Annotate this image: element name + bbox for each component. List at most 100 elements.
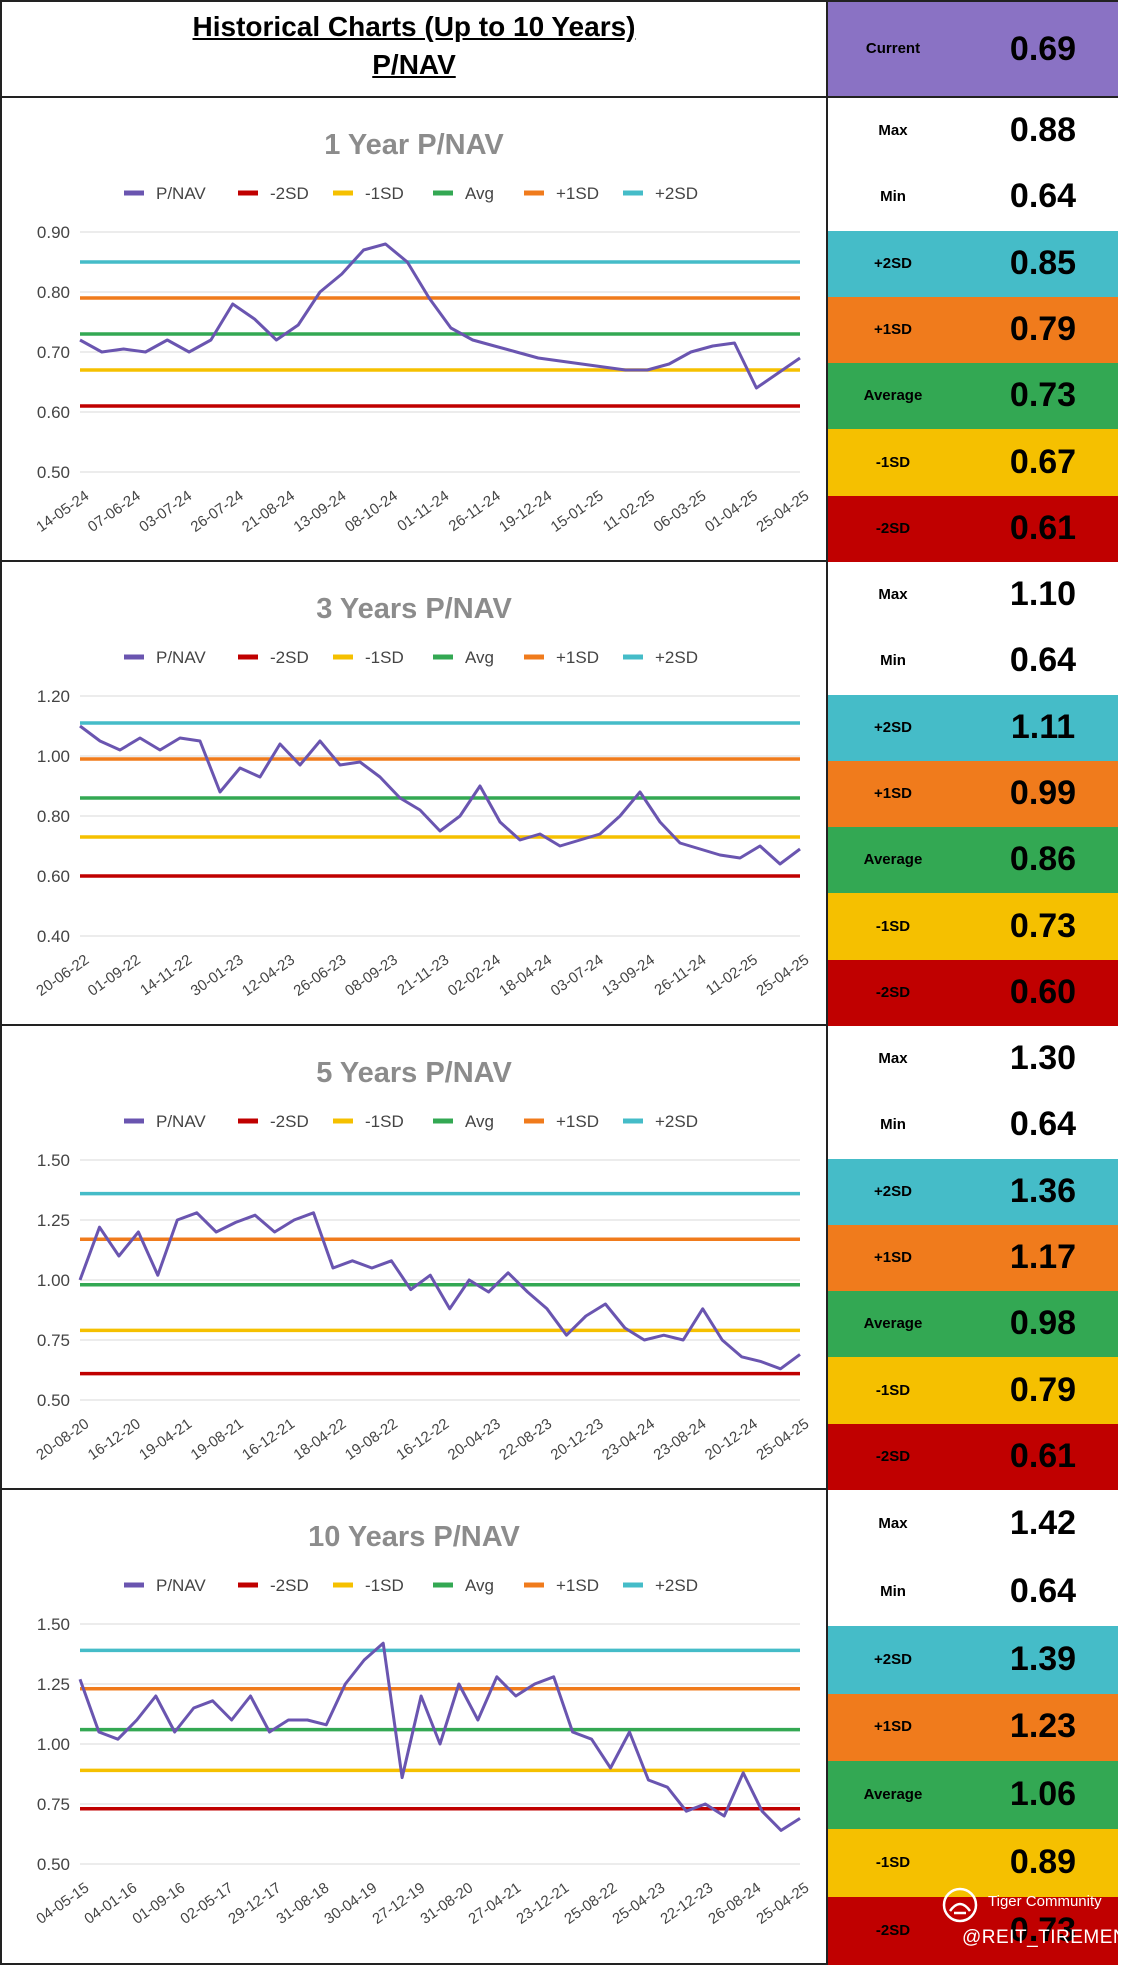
x-tick-label: 18-04-22 [290, 1415, 349, 1463]
x-tick-label: 01-09-22 [85, 951, 144, 999]
y-tick-label: 0.75 [37, 1331, 70, 1350]
x-tick-label: 13-09-24 [599, 951, 658, 999]
x-tick-label: 31-08-18 [273, 1879, 332, 1927]
legend-item-plus2sd: +2SD [623, 1112, 698, 1131]
x-tick-label: 06-03-25 [650, 487, 709, 535]
series-line-pnav [79, 242, 801, 390]
stat-row-average: Average 0.98 [828, 1291, 1118, 1358]
legend-item-minus1sd: -1SD [333, 648, 404, 667]
x-tick-label: 04-05-15 [33, 1879, 92, 1927]
x-tick-label: 26-07-24 [188, 487, 247, 535]
stat-value: 0.60 [1009, 972, 1077, 1011]
stat-value: 1.36 [1009, 1171, 1077, 1210]
x-tick-label: 26-11-24 [651, 951, 709, 999]
legend-label: P/NAV [156, 648, 206, 667]
stat-value: 0.64 [1009, 1105, 1077, 1144]
x-tick-label: 07-06-24 [85, 487, 144, 535]
x-tick-label: 20-12-23 [548, 1415, 607, 1463]
stat-label: Max [878, 586, 908, 604]
legend-label: Avg [465, 1112, 494, 1131]
chart-1y: 1 Year P/NAV P/NAV -2SD -1SD Avg +1SD +2SD 0.90… [33, 129, 812, 536]
x-tick-label: 13-09-24 [290, 487, 349, 535]
y-tick-label: 0.40 [37, 927, 70, 946]
legend-item-plus2sd: +2SD [623, 648, 698, 667]
x-tick-label: 21-08-24 [239, 487, 298, 535]
chart-5y: 5 Years P/NAV P/NAV -2SD -1SD Avg +1SD +2SD 1.5… [33, 1057, 812, 1464]
legend-item-plus1sd: +1SD [524, 648, 599, 667]
stat-label: +1SD [874, 1718, 912, 1736]
x-tick-label: 01-04-25 [702, 487, 761, 535]
stat-row-average: Average 0.73 [828, 363, 1118, 430]
legend-label: -2SD [270, 648, 309, 667]
chart-title: 3 Years P/NAV [316, 593, 512, 625]
stat-value: 0.73 [1009, 376, 1077, 415]
x-tick-label: 27-12-19 [369, 1879, 428, 1927]
legend-label: -2SD [270, 1576, 309, 1595]
y-tick-label: 0.90 [37, 223, 70, 242]
x-tick-label: 03-07-24 [548, 951, 607, 999]
x-tick-label: 01-09-16 [129, 1879, 188, 1927]
x-tick-label: 14-05-24 [33, 487, 92, 535]
stat-value: 0.64 [1009, 1571, 1077, 1610]
stat-row-average: Average 1.06 [828, 1761, 1118, 1830]
current-value: 0.69 [1009, 30, 1077, 68]
legend-item-plus1sd: +1SD [524, 184, 599, 203]
legend-item-minus2sd: -2SD [238, 184, 309, 203]
legend-label: -2SD [270, 184, 309, 203]
stat-row-max: Max 0.88 [828, 98, 1118, 165]
chart-panel-1y: 1 Year P/NAV P/NAV -2SD -1SD Avg +1SD +2SD 0.90… [2, 98, 828, 562]
stats-panel-5y: Max 1.30 Min 0.64 +2SD 1.36 +1SD 1.17 Average 0.9… [828, 1026, 1118, 1490]
x-tick-label: 20-06-22 [33, 951, 92, 999]
current-value-box: Current 0.69 [828, 2, 1118, 98]
y-tick-label: 1.25 [37, 1211, 70, 1230]
x-tick-label: 23-12-21 [513, 1879, 572, 1927]
stat-row-max: Max 1.30 [828, 1026, 1118, 1093]
y-tick-label: 1.25 [37, 1675, 70, 1694]
legend-item-minus2sd: -2SD [238, 1112, 309, 1131]
legend-label: -1SD [365, 1112, 404, 1131]
x-tick-label: 25-04-25 [753, 1415, 812, 1463]
stat-row-min: Min 0.64 [828, 1557, 1118, 1626]
stat-value: 0.98 [1009, 1304, 1077, 1343]
stat-value: 0.79 [1009, 309, 1077, 348]
stat-value: 0.88 [1009, 111, 1077, 150]
stat-label: -2SD [875, 1447, 911, 1465]
chart-title: 5 Years P/NAV [316, 1057, 512, 1089]
stat-row-minus2sd: -2SD 0.61 [828, 495, 1118, 562]
stat-row-max: Max 1.10 [828, 562, 1118, 629]
stat-label: +1SD [874, 1248, 912, 1266]
stat-label: -1SD [875, 453, 911, 471]
legend-item-minus1sd: -1SD [333, 1576, 404, 1595]
stat-row-minus1sd: -1SD 0.89 [828, 1829, 1118, 1898]
stat-row-plus2sd: +2SD 1.36 [828, 1158, 1118, 1225]
series-line-pnav [78, 1211, 801, 1371]
legend-item-minus2sd: -2SD [238, 648, 309, 667]
legend-label: -2SD [270, 1112, 309, 1131]
x-tick-label: 29-12-17 [225, 1879, 284, 1927]
stat-row-max: Max 1.42 [828, 1490, 1118, 1558]
stat-label: Max [878, 1514, 908, 1532]
stat-row-plus1sd: +1SD 1.23 [828, 1693, 1118, 1762]
x-tick-label: 25-04-23 [609, 1879, 668, 1927]
legend-label: P/NAV [156, 1576, 206, 1595]
stat-label: -2SD [875, 1922, 911, 1940]
legend-item-avg: Avg [433, 1112, 494, 1131]
watermark-handle: @REIT_TIREMENT [962, 1927, 1127, 1948]
x-tick-label: 20-12-24 [702, 1415, 761, 1463]
legend-label: -1SD [365, 648, 404, 667]
x-tick-label: 26-06-23 [290, 951, 349, 999]
stat-label: -1SD [875, 917, 911, 935]
stat-label: +2SD [874, 254, 912, 272]
legend-label: +1SD [556, 648, 599, 667]
stat-row-plus2sd: +2SD 0.85 [828, 230, 1118, 297]
stat-label: +1SD [874, 784, 912, 802]
legend-label: +2SD [655, 648, 698, 667]
legend-item-avg: Avg [433, 184, 494, 203]
y-tick-label: 0.50 [37, 1855, 70, 1874]
stat-row-plus1sd: +1SD 0.79 [828, 296, 1118, 364]
x-tick-label: 15-01-25 [548, 487, 607, 535]
legend-label: +2SD [655, 184, 698, 203]
legend-label: Avg [465, 648, 494, 667]
stat-row-min: Min 0.64 [828, 628, 1118, 695]
x-tick-label: 31-08-20 [417, 1879, 476, 1927]
